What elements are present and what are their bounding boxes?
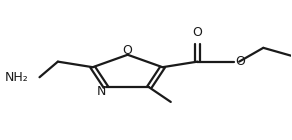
Text: O: O: [192, 26, 202, 39]
Text: O: O: [236, 55, 245, 68]
Text: O: O: [123, 44, 133, 57]
Text: N: N: [97, 85, 107, 98]
Text: NH₂: NH₂: [4, 71, 28, 84]
